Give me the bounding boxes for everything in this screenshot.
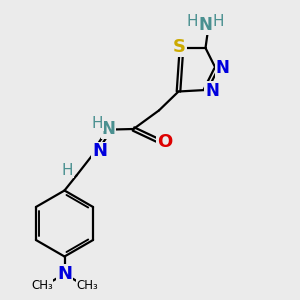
Text: N: N xyxy=(92,142,107,160)
Text: H: H xyxy=(62,163,73,178)
Text: H: H xyxy=(92,116,103,130)
Text: N: N xyxy=(102,120,116,138)
Text: N: N xyxy=(216,59,230,77)
Text: N: N xyxy=(57,265,72,283)
Text: N: N xyxy=(205,82,219,100)
Text: S: S xyxy=(172,38,186,56)
Text: CH₃: CH₃ xyxy=(76,279,98,292)
Text: H: H xyxy=(213,14,224,28)
Text: CH₃: CH₃ xyxy=(31,279,53,292)
Text: H: H xyxy=(186,14,198,28)
Text: O: O xyxy=(157,133,172,151)
Text: N: N xyxy=(199,16,212,34)
